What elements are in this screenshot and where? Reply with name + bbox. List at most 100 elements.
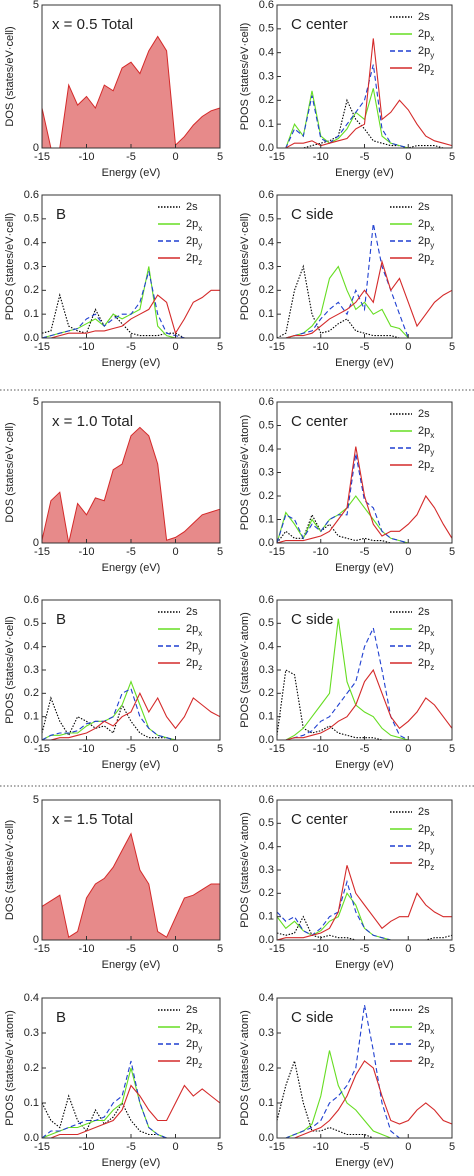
legend-label: 2px <box>418 823 434 838</box>
x-tick-label: 5 <box>217 743 223 755</box>
x-axis-label: Energy (eV) <box>102 562 161 574</box>
y-tick-label: 0.0 <box>259 142 274 154</box>
pdos-line <box>277 618 452 741</box>
pdos-line <box>276 446 453 544</box>
x-tick-label: -15 <box>269 151 285 163</box>
legend-label: 2py <box>418 640 434 655</box>
y-tick-label: 0.1 <box>259 308 274 320</box>
legend-label: 2px <box>418 28 434 43</box>
panel-title: x = 0.5 Total <box>52 16 133 33</box>
panel-title: B <box>56 206 66 223</box>
panel-title: x = 1.0 Total <box>52 413 133 430</box>
x-tick-label: -10 <box>79 743 95 755</box>
x-axis-label: Energy (eV) <box>335 1157 394 1169</box>
legend-label: 2py <box>418 442 434 457</box>
y-axis-label: PDOS (states/eV·atom) <box>4 1010 16 1126</box>
legend-label: 2py <box>186 1038 202 1053</box>
panel: 2s 2px 2py 2pz -15 -10 -5 0 5 0.0 0.1 0.2 0.3 0.4 0.5 0… <box>239 594 455 771</box>
x-tick-label: 0 <box>172 546 178 558</box>
legend-label: 2pz <box>418 459 434 474</box>
y-tick-label: 0.1 <box>24 308 39 320</box>
legend-label: 2s <box>418 806 430 818</box>
x-tick-label: 0 <box>405 743 411 755</box>
y-tick-label: 0.1 <box>259 911 274 923</box>
y-tick-label: 0.2 <box>259 284 274 296</box>
y-tick-label: 0.3 <box>259 664 274 676</box>
legend-label: 2px <box>418 623 434 638</box>
y-tick-label: 0.0 <box>24 1132 39 1144</box>
x-axis-label: Energy (eV) <box>102 357 161 369</box>
x-tick-label: 5 <box>449 943 455 955</box>
x-tick-label: -5 <box>360 743 370 755</box>
x-tick-label: 0 <box>405 943 411 955</box>
legend-label: 2px <box>418 218 434 233</box>
x-axis-label: Energy (eV) <box>102 167 161 179</box>
panel: 2s 2px 2py 2pz -15 -10 -5 0 5 0.0 0.1 0.2 0.3 0.4 0.5 0… <box>4 594 223 771</box>
y-axis-label: PDOS (states/eV·atom) <box>239 612 251 728</box>
x-tick-label: -5 <box>126 1141 136 1153</box>
legend-label: 2pz <box>186 252 202 267</box>
y-tick-label: 0.5 <box>259 617 274 629</box>
x-tick-label: -10 <box>313 341 329 353</box>
dos-line <box>41 35 221 149</box>
y-tick-label: 0 <box>33 537 39 549</box>
pdos-line <box>277 88 452 149</box>
y-tick-label: 0.0 <box>259 934 274 946</box>
y-tick-label: 0.5 <box>259 23 274 35</box>
y-axis-label: DOS (states/eV·cell) <box>4 820 16 920</box>
x-tick-label: -5 <box>360 943 370 955</box>
x-tick-label: 0 <box>405 546 411 558</box>
x-tick-label: -10 <box>79 151 95 163</box>
x-tick-label: -15 <box>269 546 285 558</box>
x-tick-label: 5 <box>449 151 455 163</box>
y-tick-label: 0.0 <box>259 332 274 344</box>
y-tick-label: 0.0 <box>24 332 39 344</box>
legend-label: 2s <box>418 606 430 618</box>
y-tick-label: 0.2 <box>259 490 274 502</box>
pdos-line <box>277 668 453 741</box>
y-axis-label: DOS (states/eV·cell) <box>4 422 16 522</box>
legend-label: 2pz <box>418 62 434 77</box>
y-tick-label: 0 <box>33 934 39 946</box>
panel: 2s 2px 2py 2pz -15 -10 -5 0 5 0.0 0.1 0.2 0.3 0.4 0.5 0… <box>239 396 455 574</box>
pdos-line <box>276 453 452 544</box>
legend-label: 2px <box>186 218 202 233</box>
legend-label: 2pz <box>418 857 434 872</box>
y-axis-label: PDOS (states/eV·atom) <box>239 1010 251 1126</box>
panel: 2s 2px 2py 2pz -15 -10 -5 0 5 0.0 0.1 0.2 0.3 0.4 0.5 0… <box>239 794 455 971</box>
y-tick-label: 0.0 <box>259 537 274 549</box>
dos-line <box>41 426 221 544</box>
panel: -15 -10 -5 0 5 0 5 Energy (eV) DOS (states/eV·ce… <box>4 794 223 971</box>
panel-title: C side <box>291 206 334 223</box>
x-tick-label: 5 <box>217 341 223 353</box>
x-tick-label: -15 <box>269 341 285 353</box>
pdos-line <box>41 271 220 339</box>
panel-title: C center <box>291 413 348 430</box>
y-tick-label: 0.4 <box>259 237 274 249</box>
pdos-line <box>277 1060 453 1139</box>
y-tick-label: 0.5 <box>24 213 39 225</box>
y-tick-label: 0.3 <box>259 260 274 272</box>
x-tick-label: 5 <box>217 1141 223 1153</box>
pdos-line <box>277 626 452 741</box>
x-tick-label: 5 <box>217 546 223 558</box>
legend-label: 2py <box>418 1038 434 1053</box>
y-tick-label: 0.0 <box>24 734 39 746</box>
y-tick-label: 0.4 <box>24 237 39 249</box>
y-tick-label: 0.4 <box>24 992 39 1004</box>
x-tick-label: 5 <box>217 943 223 955</box>
y-tick-label: 0.3 <box>259 70 274 82</box>
x-tick-label: -5 <box>360 546 370 558</box>
x-tick-label: 5 <box>449 341 455 353</box>
legend-label: 2py <box>186 235 202 250</box>
y-tick-label: 0.1 <box>24 1097 39 1109</box>
pdos-line <box>41 1067 220 1139</box>
legend-label: 2pz <box>186 657 202 672</box>
x-tick-label: 0 <box>172 341 178 353</box>
x-tick-label: 0 <box>405 151 411 163</box>
x-tick-label: 0 <box>405 1141 411 1153</box>
panel: 2s 2px 2py 2pz -15 -10 -5 0 5 0.0 0.1 0.2 0.3 0.4 0.5 0… <box>4 189 223 369</box>
plot-frame <box>41 599 221 741</box>
pdos-line <box>277 265 452 339</box>
legend-label: 2s <box>418 408 430 420</box>
